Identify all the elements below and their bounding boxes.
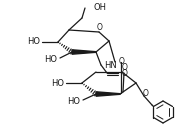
Text: OH: OH bbox=[93, 2, 106, 12]
Text: HO: HO bbox=[67, 97, 80, 106]
Text: O: O bbox=[143, 89, 149, 98]
Text: HO: HO bbox=[27, 38, 40, 47]
Text: O: O bbox=[119, 58, 125, 67]
Text: O: O bbox=[97, 24, 103, 33]
Text: HO: HO bbox=[51, 78, 64, 87]
Text: HO: HO bbox=[44, 55, 57, 64]
Polygon shape bbox=[96, 92, 120, 96]
Polygon shape bbox=[72, 50, 96, 54]
Text: O: O bbox=[122, 64, 128, 72]
Text: O: O bbox=[122, 69, 128, 78]
Text: HN: HN bbox=[104, 61, 117, 70]
